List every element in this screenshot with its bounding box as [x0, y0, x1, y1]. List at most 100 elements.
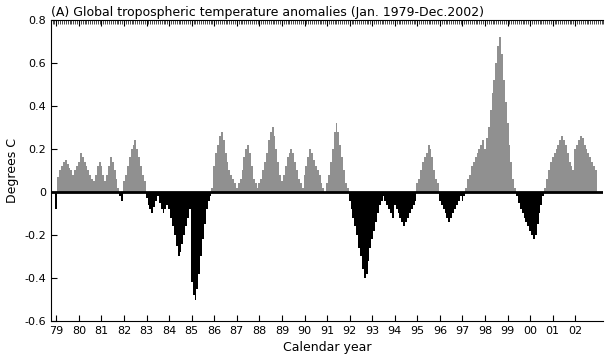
Bar: [208, 192, 209, 201]
Bar: [526, 192, 527, 222]
Bar: [474, 157, 477, 192]
Bar: [213, 166, 215, 192]
Bar: [97, 166, 99, 192]
Bar: [85, 166, 87, 192]
Bar: [336, 123, 337, 192]
Bar: [382, 192, 384, 196]
Bar: [495, 63, 497, 192]
Bar: [574, 149, 576, 192]
Bar: [458, 192, 460, 201]
Bar: [206, 192, 208, 209]
Bar: [303, 175, 306, 192]
Bar: [114, 170, 116, 192]
Bar: [505, 102, 507, 192]
Bar: [435, 179, 437, 192]
Bar: [557, 145, 559, 192]
Bar: [347, 188, 349, 192]
Bar: [351, 192, 353, 209]
Bar: [330, 162, 332, 192]
Bar: [491, 93, 493, 192]
Bar: [384, 192, 386, 201]
Bar: [360, 192, 362, 256]
Bar: [337, 132, 339, 192]
Bar: [251, 166, 253, 192]
Bar: [567, 153, 569, 192]
Bar: [503, 80, 505, 192]
Bar: [362, 192, 364, 269]
Bar: [396, 192, 398, 209]
Bar: [170, 192, 172, 218]
Bar: [315, 166, 317, 192]
Bar: [102, 175, 104, 192]
Bar: [364, 192, 365, 278]
Bar: [119, 192, 121, 196]
Bar: [345, 183, 347, 192]
Bar: [202, 192, 204, 239]
Bar: [57, 177, 59, 192]
Bar: [591, 162, 593, 192]
Bar: [456, 192, 458, 205]
Bar: [514, 188, 516, 192]
Bar: [434, 170, 435, 192]
Bar: [82, 157, 83, 192]
Bar: [87, 170, 90, 192]
Bar: [580, 136, 582, 192]
Bar: [308, 157, 309, 192]
Bar: [341, 157, 343, 192]
Bar: [272, 127, 273, 192]
Bar: [365, 192, 367, 274]
Bar: [559, 140, 561, 192]
Bar: [381, 192, 382, 201]
Bar: [520, 192, 522, 209]
Bar: [65, 159, 67, 192]
Bar: [277, 162, 279, 192]
Bar: [244, 157, 245, 192]
Bar: [552, 157, 554, 192]
Bar: [501, 54, 503, 192]
Bar: [398, 192, 400, 213]
Bar: [151, 192, 153, 213]
Bar: [554, 153, 555, 192]
Bar: [301, 188, 303, 192]
Bar: [69, 168, 71, 192]
Bar: [135, 140, 136, 192]
Bar: [189, 192, 191, 209]
Bar: [510, 162, 512, 192]
Bar: [187, 192, 189, 218]
Bar: [230, 175, 232, 192]
Bar: [234, 183, 236, 192]
Bar: [516, 192, 518, 196]
Bar: [256, 188, 258, 192]
Bar: [450, 192, 452, 218]
X-axis label: Calendar year: Calendar year: [283, 341, 371, 355]
Bar: [174, 192, 176, 235]
Bar: [63, 162, 65, 192]
Bar: [279, 175, 281, 192]
Bar: [100, 166, 102, 192]
Bar: [211, 188, 213, 192]
Bar: [386, 192, 388, 205]
Bar: [583, 145, 586, 192]
Bar: [240, 179, 242, 192]
Bar: [443, 192, 445, 209]
Bar: [415, 192, 417, 201]
Bar: [538, 192, 540, 213]
Bar: [78, 162, 80, 192]
Bar: [183, 192, 185, 235]
Bar: [326, 183, 328, 192]
Bar: [343, 170, 345, 192]
Bar: [313, 159, 315, 192]
Bar: [358, 192, 360, 248]
Bar: [373, 192, 375, 231]
Bar: [533, 192, 535, 239]
Bar: [95, 175, 97, 192]
Bar: [191, 192, 192, 282]
Bar: [400, 192, 401, 218]
Bar: [550, 162, 552, 192]
Bar: [219, 136, 221, 192]
Bar: [232, 179, 234, 192]
Bar: [531, 192, 533, 235]
Bar: [467, 179, 469, 192]
Bar: [80, 153, 82, 192]
Text: (A) Global tropospheric temperature anomalies (Jan. 1979-Dec.2002): (A) Global tropospheric temperature anom…: [51, 5, 484, 19]
